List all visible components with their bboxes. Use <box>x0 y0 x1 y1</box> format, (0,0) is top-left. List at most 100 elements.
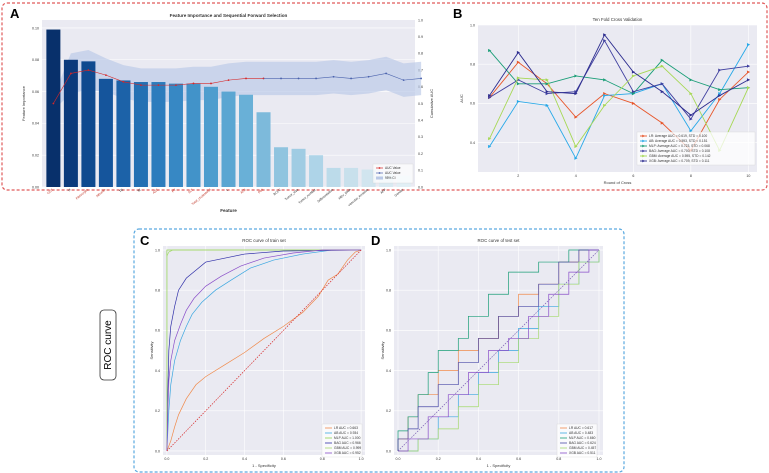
x-tick-a: ALT <box>187 188 194 195</box>
series-marker-b-4 <box>746 86 751 90</box>
roc-curve-d-4 <box>398 250 600 452</box>
series-line-b-4 <box>489 65 749 152</box>
bar-ast <box>151 82 166 187</box>
x-label-d: 1 - Specificity <box>487 463 511 468</box>
series-marker-b-5 <box>603 33 607 37</box>
series-point-auc-blue <box>297 77 300 80</box>
legend-swatch-ci <box>376 176 383 180</box>
y-tick-c: 0.0 <box>155 449 160 453</box>
x-tick-d: 0.2 <box>436 457 441 461</box>
x-tick-a: PMI <box>257 188 264 195</box>
panel-letter-b: B <box>453 6 462 21</box>
x-tick-d: 1.0 <box>596 457 601 461</box>
plot-area-c <box>163 246 365 455</box>
series-marker-b-4 <box>488 137 492 141</box>
y2-label-a: Cumulative AUC <box>429 89 434 118</box>
series-marker-b-3 <box>603 39 607 43</box>
chart-title-a: Feature Importance and Sequential Forwar… <box>170 13 288 18</box>
series-marker-b-5 <box>488 93 492 98</box>
y-label-d: Sensitivity <box>380 341 385 359</box>
series-marker-b-4 <box>574 144 578 149</box>
series-marker-b-3 <box>660 82 664 86</box>
y2-tick-a: 0.1 <box>418 169 423 173</box>
legend-marker-b <box>642 139 645 143</box>
y-tick-b: 0.4 <box>470 141 475 145</box>
y-tick-b: 0.8 <box>470 63 475 67</box>
bottom-panel-frame <box>133 228 625 473</box>
x-tick-a: BCLC <box>273 187 283 196</box>
legend-marker-b <box>642 154 645 158</box>
legend-entry-a: AUC Value <box>385 166 401 170</box>
bar-pmi <box>256 112 271 187</box>
roc-side-label-text: ROC curve <box>103 320 114 370</box>
series-marker-b-0 <box>660 121 664 125</box>
series-point-auc-blue <box>367 75 370 78</box>
series-marker-b-5 <box>631 70 636 74</box>
x-label-c: 1 - Specificity <box>252 463 276 468</box>
legend-entry-b: GBM: Average AUC = 0.595, STD = 0.142 <box>649 154 711 158</box>
series-marker-b-5 <box>689 113 693 117</box>
bar-tumor-number <box>309 155 324 187</box>
legend-entry-d: GBM AUC = 0.457 <box>569 446 596 450</box>
series-point-auc-red <box>52 102 55 105</box>
x-tick-d: 0.0 <box>396 457 401 461</box>
series-point-auc-blue <box>332 75 335 78</box>
bar-ggt <box>46 29 61 187</box>
legend-marker-a <box>378 167 381 169</box>
legend-entry-d: BAG AUC = 0.624 <box>569 441 596 445</box>
x-tick-b: 4 <box>575 174 577 178</box>
series-marker-b-5 <box>746 78 751 82</box>
roc-curve-c-4 <box>166 249 362 451</box>
series-marker-b-2 <box>574 74 578 78</box>
chart-title-d: ROC curve of test set <box>478 238 521 243</box>
x-tick-b: 6 <box>632 174 634 178</box>
series-marker-b-0 <box>631 101 636 105</box>
x-label-b: Round of Cross <box>604 180 632 185</box>
bar-tb <box>116 80 131 187</box>
y-tick-a: 0.00 <box>32 185 39 189</box>
x-tick-a: AFP <box>379 188 386 195</box>
bar-bclc <box>274 147 289 187</box>
bar-vascular-invasion <box>361 169 376 187</box>
legend-entry-ci: 95% CI <box>385 176 396 180</box>
series-marker-b-4 <box>545 78 549 82</box>
series-marker-b-3 <box>746 64 751 68</box>
roc-side-label: ROC curve <box>99 309 117 381</box>
y-tick-c: 0.2 <box>155 409 160 413</box>
legend-entry-c: XGB AUC = 0.952 <box>334 451 361 455</box>
bar-h <box>63 59 78 188</box>
series-marker-b-2 <box>603 78 607 82</box>
series-point-auc-blue <box>315 77 317 80</box>
bar-hbv-dna <box>344 167 359 187</box>
roc-curve-d-5 <box>398 249 599 452</box>
series-point-auc-red <box>192 82 195 85</box>
series-marker-b-0 <box>516 60 521 64</box>
bar-tumor-size <box>291 148 306 187</box>
series-point-auc-red <box>87 69 90 71</box>
series-point-auc-red <box>175 84 177 87</box>
legend-entry-c: GBM AUC = 0.999 <box>334 446 361 450</box>
roc-curve-d-3 <box>397 249 599 451</box>
y-tick-c: 1.0 <box>155 248 160 252</box>
x-tick-a: HBV_DNA <box>338 187 353 200</box>
chance-line-c <box>166 249 362 452</box>
feature-importance-chart: 0.00 0.02 0.04 0.06 0.08 0.10 0.0 0.1 0.2 0.3 0.4 0… <box>21 13 434 213</box>
chance-line-d <box>397 249 600 452</box>
y2-tick-a: 0.4 <box>418 119 423 123</box>
x-tick-c: 0.6 <box>281 457 286 461</box>
legend-marker-a <box>378 172 381 174</box>
x-tick-a: Gender <box>394 187 405 198</box>
series-line-b-5 <box>489 33 749 116</box>
series-point-auc-red <box>140 84 142 87</box>
series-marker-b-3 <box>689 117 693 121</box>
x-tick-d: 0.8 <box>556 457 561 461</box>
series-marker-b-5 <box>545 90 549 94</box>
roc-train-chart: 0.0 0.0 0.2 0.2 0.4 0.4 0.6 0.6 0.8 0.8 1.0 1.0 ROC … <box>149 238 365 468</box>
series-line-b-0 <box>489 61 749 152</box>
x-tick-b: 8 <box>690 174 692 178</box>
legend-entry-b: BAG: Average AUC = 0.700, STD = 0.108 <box>649 149 710 153</box>
y2-tick-a: 1.0 <box>418 18 423 22</box>
top-panel-frame <box>1 2 768 191</box>
roc-curve-c-1 <box>166 249 362 451</box>
